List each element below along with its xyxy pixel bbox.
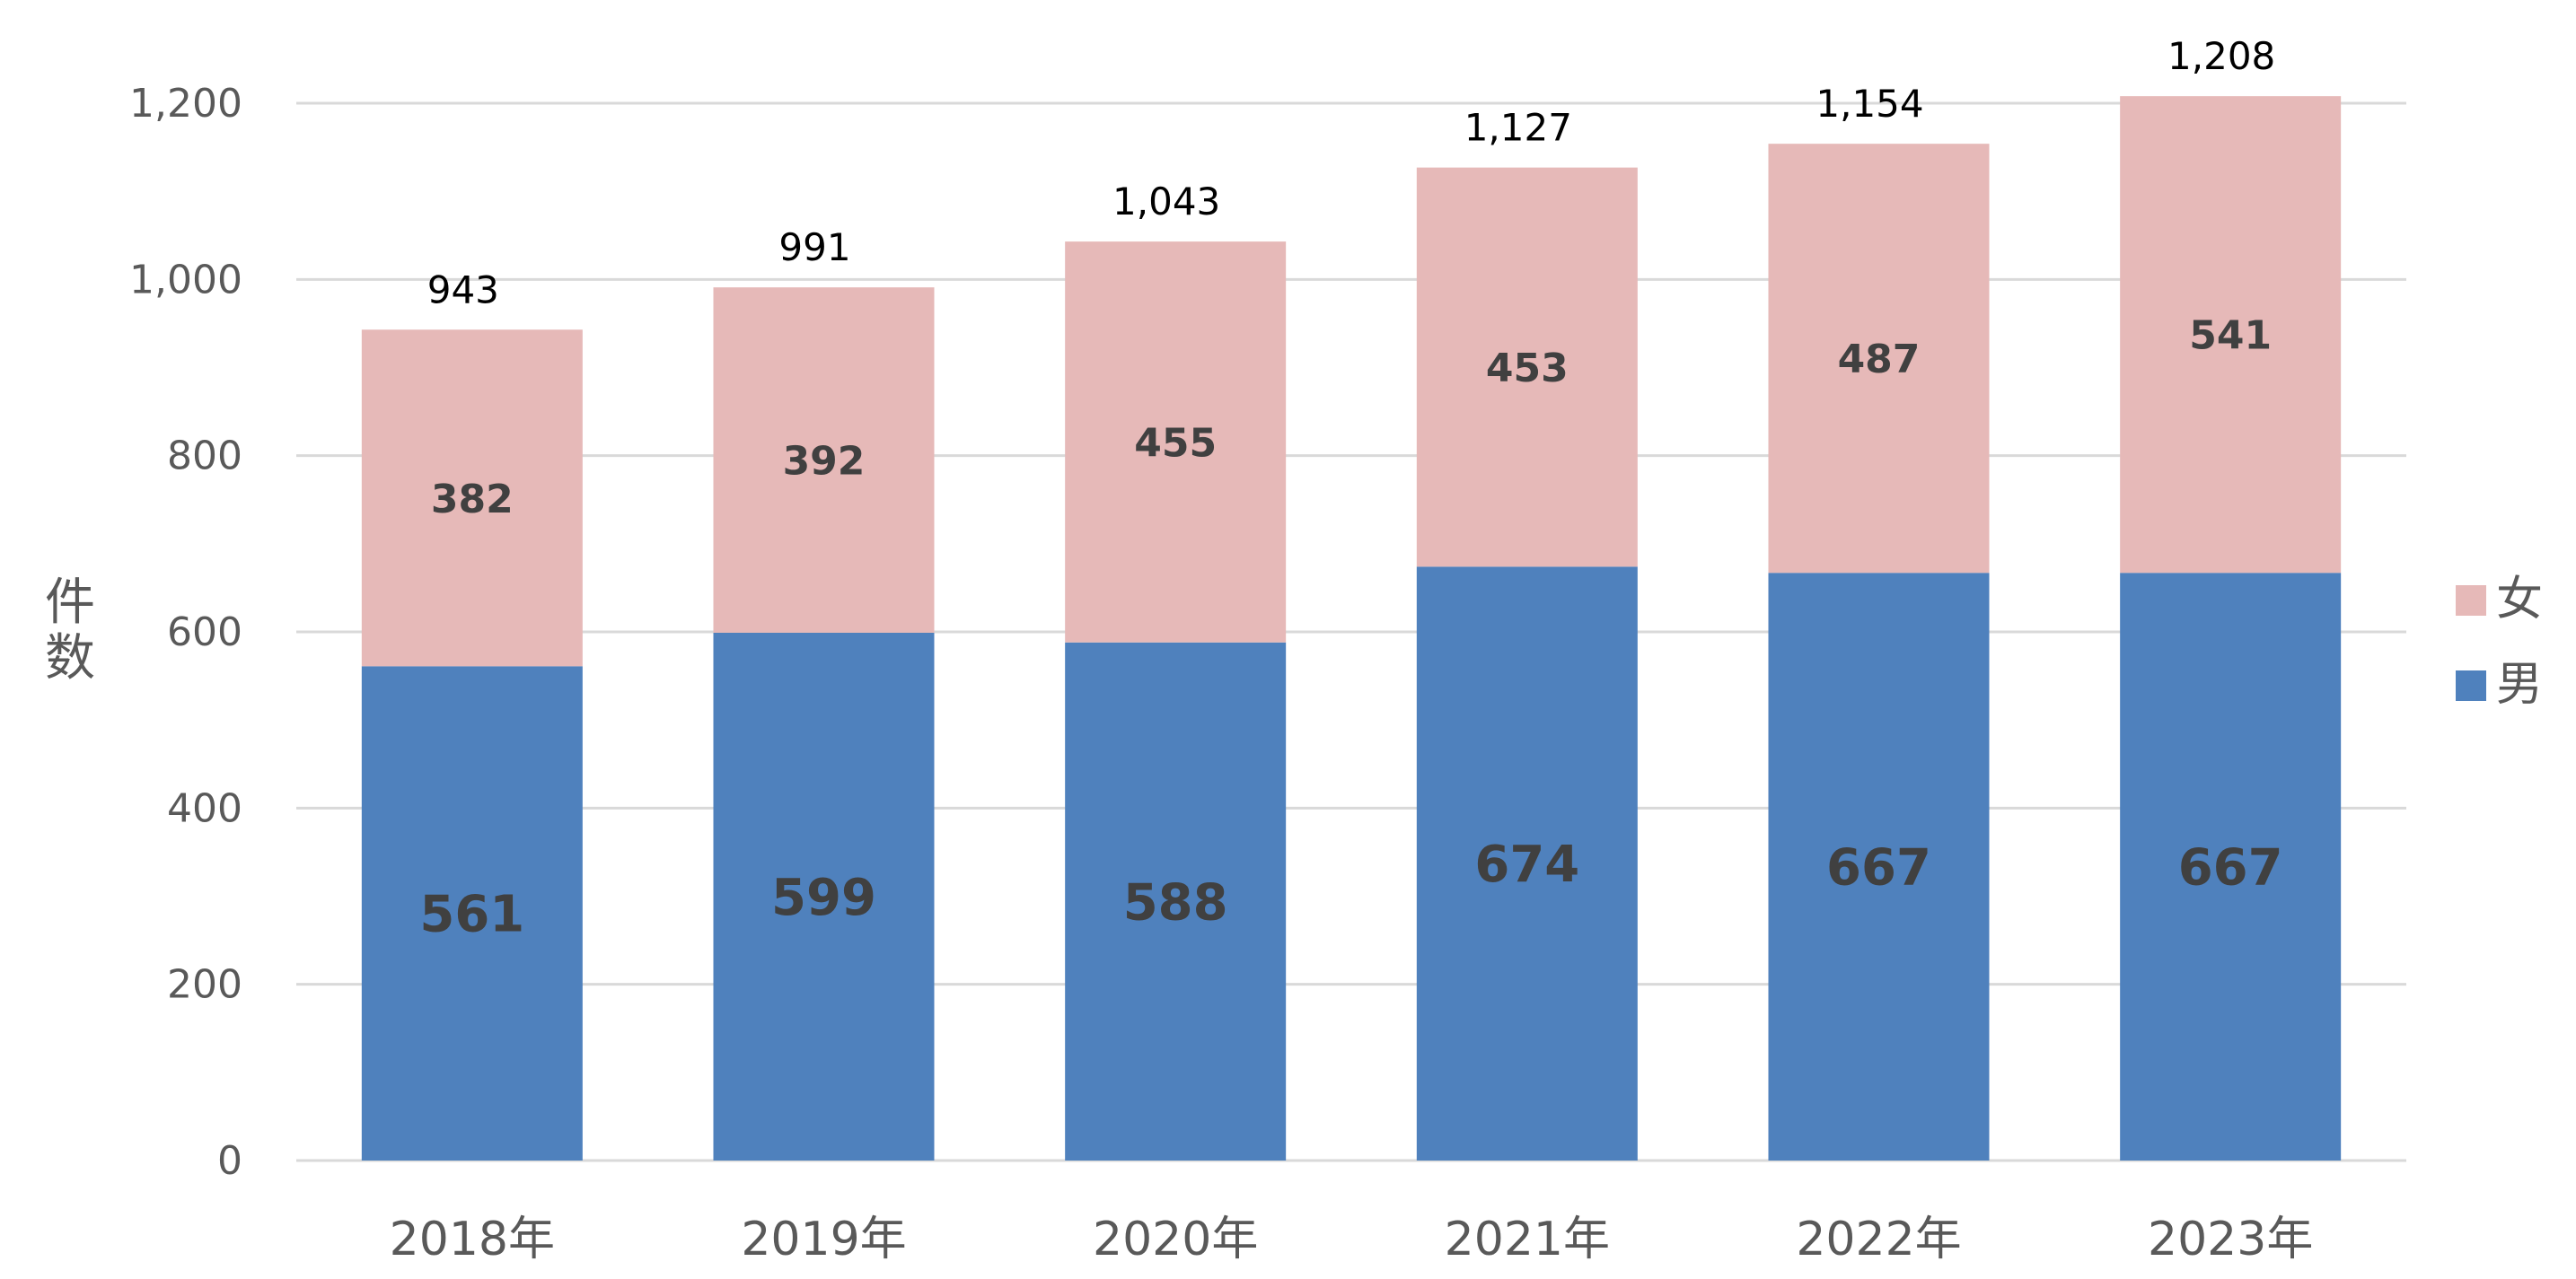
data-label-female: 487 (1838, 337, 1921, 382)
y-axis-label: 数 (45, 629, 95, 688)
x-tick-label: 2019年 (741, 1213, 906, 1266)
y-tick-label: 800 (167, 434, 242, 479)
bar-male-2 (1065, 642, 1287, 1161)
y-axis-label: 件 (45, 574, 95, 632)
bar-female-4 (1768, 144, 1990, 574)
data-label-male: 674 (1474, 836, 1579, 894)
y-tick-label: 0 (217, 1138, 242, 1184)
data-label-male: 667 (1826, 839, 1931, 898)
legend-swatch-female (2456, 585, 2486, 616)
y-tick-label: 200 (167, 962, 242, 1008)
y-tick-label: 1,200 (129, 81, 242, 127)
x-tick-label: 2021年 (1445, 1213, 1610, 1266)
x-tick-label: 2022年 (1796, 1213, 1961, 1266)
data-label-female: 455 (1134, 420, 1217, 466)
total-label: 943 (427, 267, 499, 311)
x-tick-label: 2023年 (2148, 1213, 2313, 1266)
y-tick-label: 1,000 (129, 257, 242, 302)
x-axis-ticks: 2018年 2019年 2020年 2021年 2022年 2023年 (390, 1213, 2314, 1266)
legend-label-female: 女 (2496, 573, 2543, 626)
total-label: 1,127 (1464, 106, 1572, 150)
x-tick-label: 2020年 (1093, 1213, 1258, 1266)
bar-female-2 (1065, 241, 1287, 643)
grid-lines (296, 101, 2406, 1162)
legend-label-male: 男 (2496, 658, 2543, 712)
data-label-female: 453 (1486, 346, 1569, 391)
y-axis-title: 件数 (45, 574, 95, 688)
total-label: 1,043 (1112, 180, 1220, 223)
bar-female-0 (361, 329, 583, 667)
legend-swatch-male (2456, 670, 2486, 701)
data-label-female: 392 (783, 439, 866, 485)
x-tick-label: 2018年 (390, 1213, 555, 1266)
bar-male-5 (2120, 573, 2342, 1161)
total-label: 1,154 (1816, 82, 1923, 126)
y-tick-label: 600 (167, 609, 242, 655)
data-label-female: 541 (2189, 313, 2272, 359)
data-label-female: 382 (431, 477, 514, 522)
data-labels: 561 382 943 599 392 991 588 455 1,043 674 453 1,127… (419, 34, 2282, 943)
total-label: 1,208 (2167, 34, 2275, 78)
bar-male-3 (1416, 566, 1638, 1161)
y-axis-ticks: 0 200 400 600 800 1,000 1,200 (129, 81, 242, 1184)
total-label: 991 (778, 225, 850, 269)
data-label-male: 599 (771, 869, 876, 927)
bar-female-1 (713, 287, 935, 633)
bar-male-4 (1768, 573, 1990, 1161)
bars (361, 96, 2342, 1161)
data-label-male: 561 (419, 886, 524, 944)
y-tick-label: 400 (167, 785, 242, 831)
bar-male-0 (361, 666, 583, 1161)
bar-female-3 (1416, 167, 1638, 567)
bar-male-1 (713, 632, 935, 1161)
data-label-male: 667 (2178, 839, 2283, 898)
data-label-male: 588 (1123, 873, 1228, 932)
bar-female-5 (2120, 96, 2342, 574)
legend: 女男 (2456, 573, 2543, 712)
